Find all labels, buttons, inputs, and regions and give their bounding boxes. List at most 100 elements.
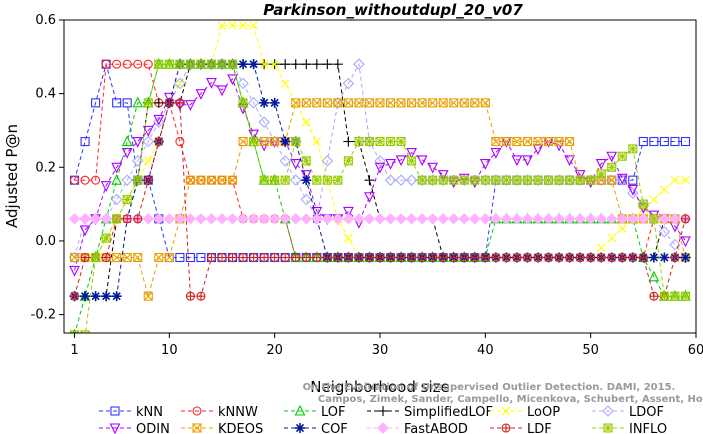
point-loop bbox=[280, 79, 290, 88]
point-fastabod bbox=[469, 213, 481, 225]
point-odin bbox=[100, 181, 112, 192]
point-inflo bbox=[175, 59, 185, 69]
marker-diamond bbox=[426, 174, 439, 186]
point-inflo bbox=[259, 175, 269, 185]
point-knnw bbox=[143, 59, 153, 69]
point-knn bbox=[122, 98, 132, 108]
point-odin bbox=[437, 170, 449, 181]
point-loop bbox=[607, 233, 617, 243]
point-loop bbox=[228, 21, 237, 30]
point-odin bbox=[511, 155, 523, 167]
point-fastabod bbox=[363, 213, 376, 225]
marker-x-b bbox=[312, 98, 322, 108]
point-ldof bbox=[521, 174, 534, 186]
marker-triangle bbox=[121, 148, 133, 159]
point-inflo bbox=[206, 59, 217, 69]
point-ldf bbox=[133, 214, 143, 224]
point-odin bbox=[627, 184, 639, 196]
point-kdeos bbox=[565, 136, 575, 147]
marker-diamond bbox=[532, 174, 544, 186]
point-fastabod bbox=[321, 213, 334, 225]
point-ldof bbox=[658, 225, 671, 238]
point-odin bbox=[574, 170, 586, 181]
point-odin bbox=[121, 148, 133, 159]
x-tick-label: 50 bbox=[582, 343, 599, 358]
point-fastabod bbox=[384, 213, 397, 225]
point-knnw bbox=[80, 175, 90, 185]
point-kdeos bbox=[122, 252, 132, 263]
point-ldof bbox=[416, 174, 428, 186]
point-ldof bbox=[342, 77, 355, 90]
marker-diamond bbox=[479, 213, 492, 225]
series-ldf bbox=[69, 98, 691, 301]
point-inflo bbox=[238, 98, 248, 108]
marker-x-b bbox=[238, 137, 248, 146]
marker-triangle bbox=[648, 270, 660, 282]
point-odin bbox=[185, 100, 196, 111]
point-ldf bbox=[291, 252, 301, 263]
marker-x-b bbox=[217, 175, 227, 185]
marker-box bbox=[449, 98, 459, 108]
point-ldof bbox=[437, 174, 449, 186]
point-ldf bbox=[185, 291, 195, 301]
point-fastabod bbox=[479, 213, 492, 225]
marker-diamond bbox=[511, 174, 523, 186]
point-fastabod bbox=[637, 213, 650, 225]
point-kdeos bbox=[543, 136, 554, 147]
point-fastabod bbox=[542, 213, 555, 225]
point-loop bbox=[301, 117, 311, 127]
marker-box bbox=[396, 98, 406, 108]
point-ldf bbox=[575, 252, 585, 263]
marker-asterisk-arm bbox=[102, 292, 111, 301]
point-fastabod bbox=[290, 213, 302, 225]
series-inflo bbox=[69, 59, 691, 333]
marker-triangle bbox=[79, 225, 91, 237]
marker-diamond bbox=[511, 213, 523, 225]
point-odin bbox=[153, 114, 165, 126]
marker-box bbox=[385, 98, 396, 108]
marker-diamond bbox=[300, 193, 313, 206]
marker-x-b bbox=[375, 98, 385, 108]
marker-x-b bbox=[86, 330, 90, 333]
marker-diamond bbox=[89, 213, 102, 225]
point-ldof bbox=[669, 238, 681, 251]
marker-x-b bbox=[565, 137, 574, 146]
point-kdeos bbox=[396, 98, 406, 108]
marker-box bbox=[143, 291, 153, 301]
y-tick-label: 0.6 bbox=[35, 13, 56, 28]
legend-label-loop: LoOP bbox=[527, 405, 560, 420]
marker-triangle bbox=[532, 144, 544, 156]
marker-x-b bbox=[480, 98, 490, 108]
marker-diamond bbox=[79, 213, 91, 225]
marker-diamond bbox=[395, 213, 407, 225]
point-simplifiedlof bbox=[290, 59, 301, 70]
point-ldf bbox=[628, 252, 638, 263]
point-fastabod bbox=[184, 213, 197, 225]
point-ldf bbox=[680, 214, 691, 224]
marker-diamond bbox=[416, 174, 428, 186]
marker-triangle bbox=[216, 85, 228, 97]
legend-item-knnw: kNNW bbox=[181, 405, 258, 420]
point-fastabod bbox=[669, 213, 681, 225]
point-ldof bbox=[121, 174, 133, 186]
point-ldf bbox=[417, 252, 427, 263]
legend-item-odin: ODIN bbox=[99, 422, 170, 434]
point-ldf bbox=[491, 252, 501, 263]
point-kdeos bbox=[364, 98, 375, 108]
point-inflo bbox=[249, 136, 259, 147]
marker-box bbox=[470, 98, 480, 108]
legend-swatch-marker bbox=[501, 406, 511, 416]
point-ldf bbox=[449, 252, 459, 263]
marker-box bbox=[501, 136, 511, 147]
marker-x-b bbox=[344, 233, 353, 243]
point-cof bbox=[101, 291, 112, 302]
point-kdeos bbox=[112, 252, 122, 263]
marker-diamond bbox=[100, 213, 112, 225]
point-ldf bbox=[565, 252, 575, 263]
point-ldf bbox=[270, 252, 280, 263]
marker-diamond bbox=[605, 174, 618, 186]
marker-x-b bbox=[186, 175, 195, 185]
point-inflo bbox=[217, 59, 227, 69]
marker-diamond bbox=[377, 422, 389, 434]
point-inflo bbox=[396, 136, 406, 147]
